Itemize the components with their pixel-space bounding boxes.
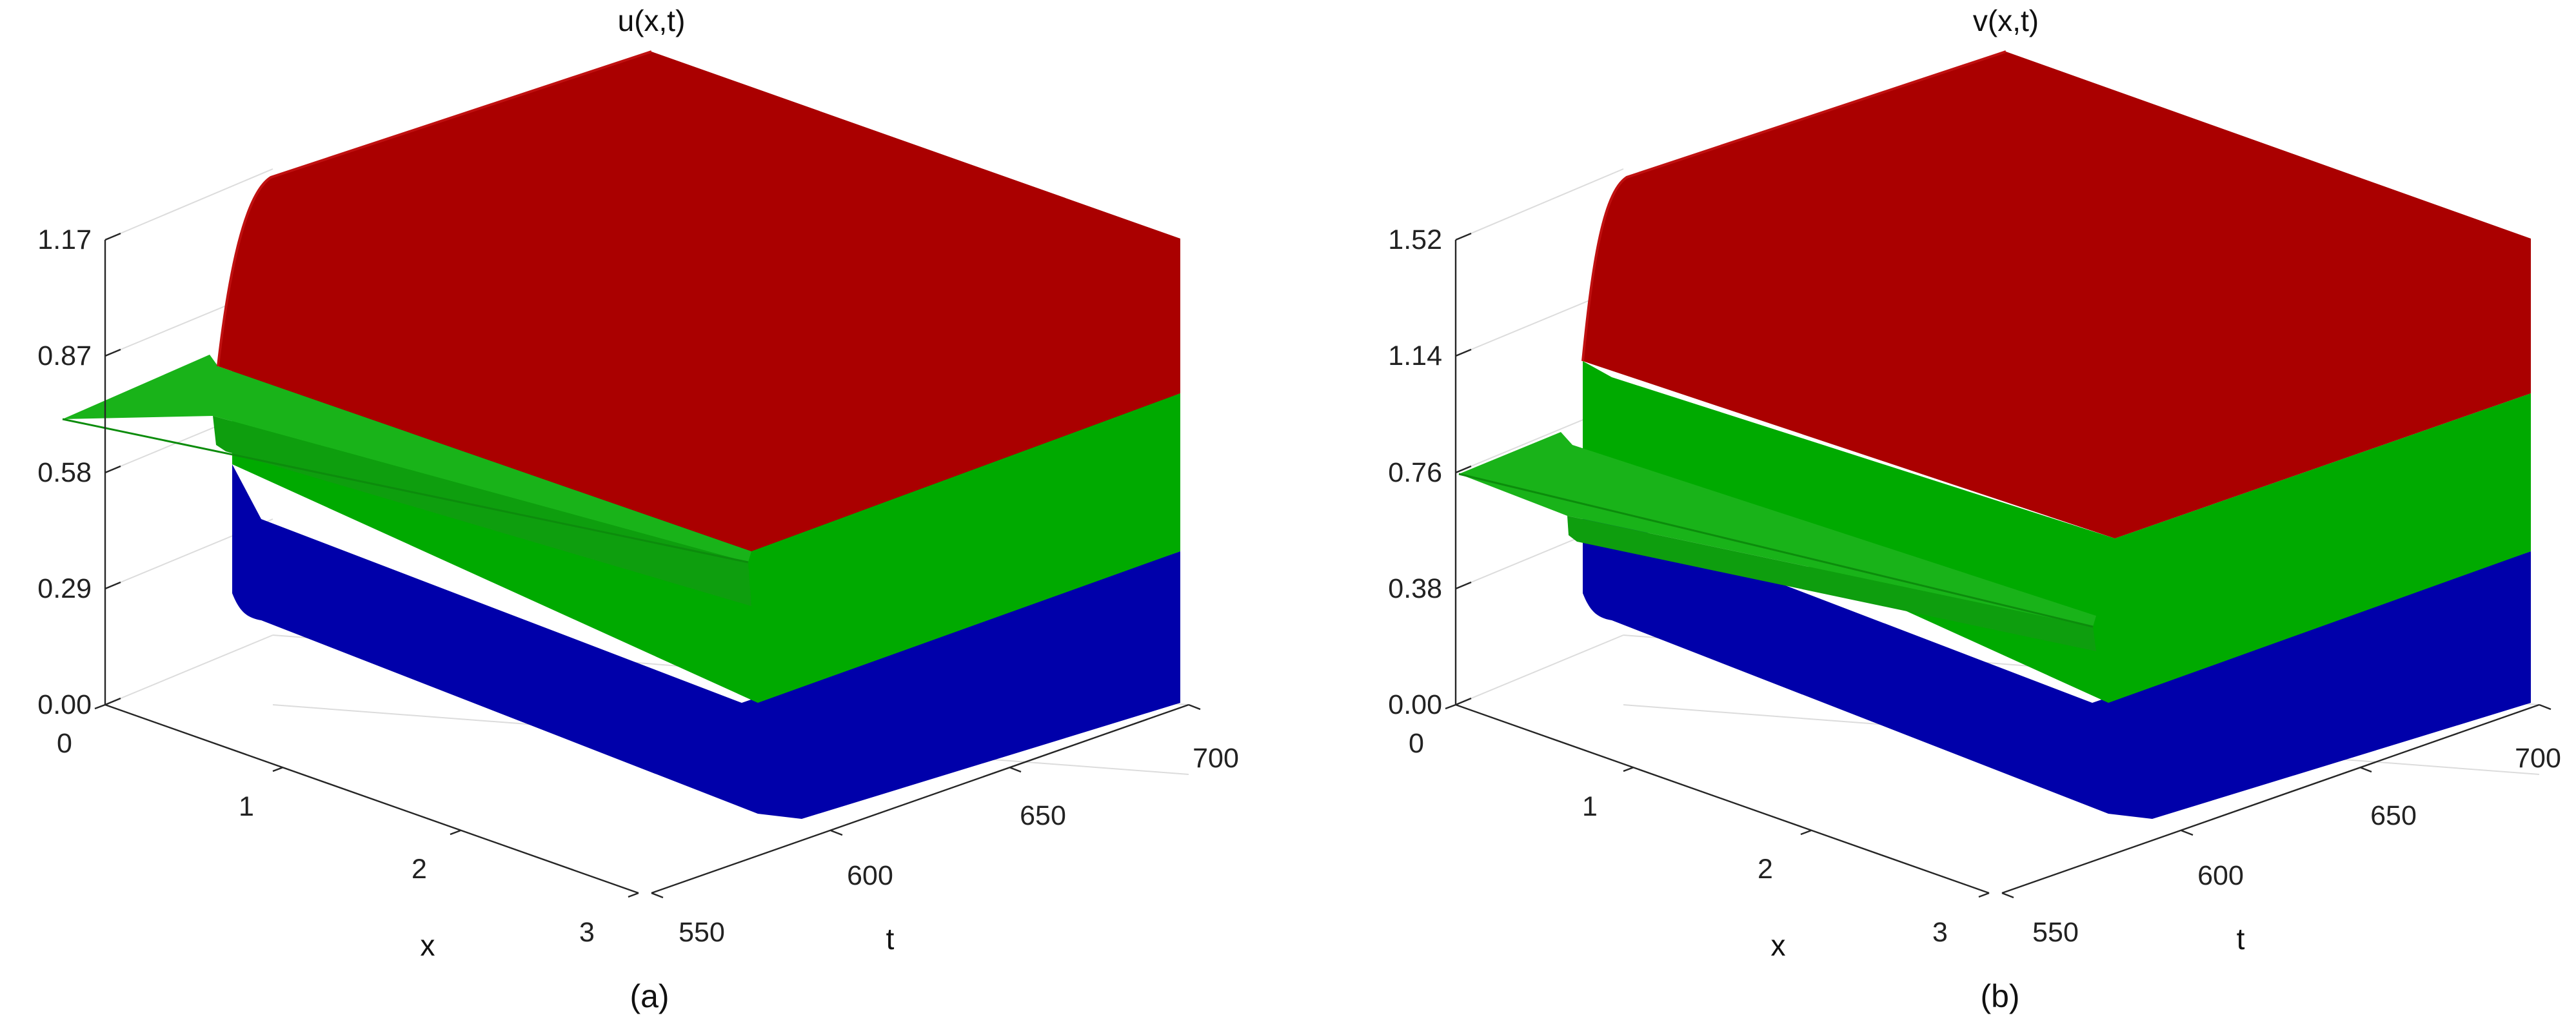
z-ticks-b: 1.52 1.14 0.76 0.38 0.00 <box>1388 224 1472 720</box>
panel-a: 1.17 0.87 0.58 0.29 0.00 0 1 2 3 x 550 6… <box>37 4 1239 1014</box>
caption-a: (a) <box>629 978 669 1014</box>
surface-edge-bottom <box>232 464 261 620</box>
surface-layer-top <box>1583 52 2531 538</box>
x-tick-label: 0 <box>1409 728 1424 759</box>
z-tick-label: 1.52 <box>1388 224 1442 255</box>
t-tick-label: 700 <box>2515 743 2561 774</box>
surface-initial-ledge <box>1459 432 2096 627</box>
surface-layer-bottom <box>261 519 1180 819</box>
surface-initial-ledge <box>63 355 751 562</box>
t-tick-label: 650 <box>1020 800 1066 831</box>
t-ticks-a: 550 600 650 700 t <box>651 703 1239 956</box>
surface-layer-middle <box>1583 361 2531 703</box>
z-tick-label: 0.00 <box>1388 689 1442 720</box>
chart-title-a: u(x,t) <box>618 4 686 37</box>
panel-b: 1.52 1.14 0.76 0.38 0.00 0 1 2 3 x 550 6… <box>1388 4 2561 1014</box>
surface-initial-ledge-step <box>213 416 751 606</box>
t-axis-label: t <box>2237 922 2245 956</box>
x-ticks-b: 0 1 2 3 x <box>1409 703 1990 962</box>
chart-title-b: v(x,t) <box>1973 4 2039 37</box>
z-tick-label: 0.38 <box>1388 573 1442 604</box>
x-axis-label: x <box>421 929 435 962</box>
x-ticks-a: 0 1 2 3 x <box>57 703 639 962</box>
surface-top-rim <box>217 50 652 367</box>
x-tick-label: 1 <box>239 791 254 822</box>
caption-b: (b) <box>1980 978 2019 1014</box>
x-axis-label: x <box>1771 929 1786 962</box>
z-tick-label: 0.76 <box>1388 457 1442 488</box>
z-tick-label: 1.17 <box>37 224 92 255</box>
x-tick-label: 1 <box>1582 791 1598 822</box>
x-tick-label: 3 <box>579 917 595 948</box>
t-tick-label: 550 <box>679 917 725 948</box>
z-tick-label: 0.00 <box>37 689 92 720</box>
surface-layer-bottom <box>1612 519 2531 819</box>
ledge-edge <box>62 418 749 564</box>
t-tick-label: 700 <box>1193 743 1239 774</box>
x-tick-label: 2 <box>1758 854 1773 885</box>
z-tick-label: 0.29 <box>37 573 92 604</box>
surface-b <box>1458 50 2531 819</box>
t-tick-label: 650 <box>2370 800 2417 831</box>
surface-initial-ledge-step <box>1567 516 2096 651</box>
t-axis-label: t <box>886 922 895 956</box>
z-tick-label: 0.87 <box>37 340 92 371</box>
x-tick-label: 2 <box>411 854 427 885</box>
ledge-edge <box>1458 473 2094 628</box>
surface-layer-top <box>218 52 1180 551</box>
t-tick-label: 600 <box>847 860 893 891</box>
t-tick-label: 600 <box>2197 860 2244 891</box>
x-tick-label: 0 <box>57 728 72 759</box>
surface-top-rim <box>1581 50 2006 362</box>
surface-a <box>62 50 1180 819</box>
t-tick-label: 550 <box>2032 917 2079 948</box>
z-tick-label: 1.14 <box>1388 340 1442 371</box>
z-ticks-a: 1.17 0.87 0.58 0.29 0.00 <box>37 224 121 720</box>
t-ticks-b: 550 600 650 700 t <box>2001 703 2561 956</box>
z-tick-label: 0.58 <box>37 457 92 488</box>
x-tick-label: 3 <box>1932 917 1948 948</box>
